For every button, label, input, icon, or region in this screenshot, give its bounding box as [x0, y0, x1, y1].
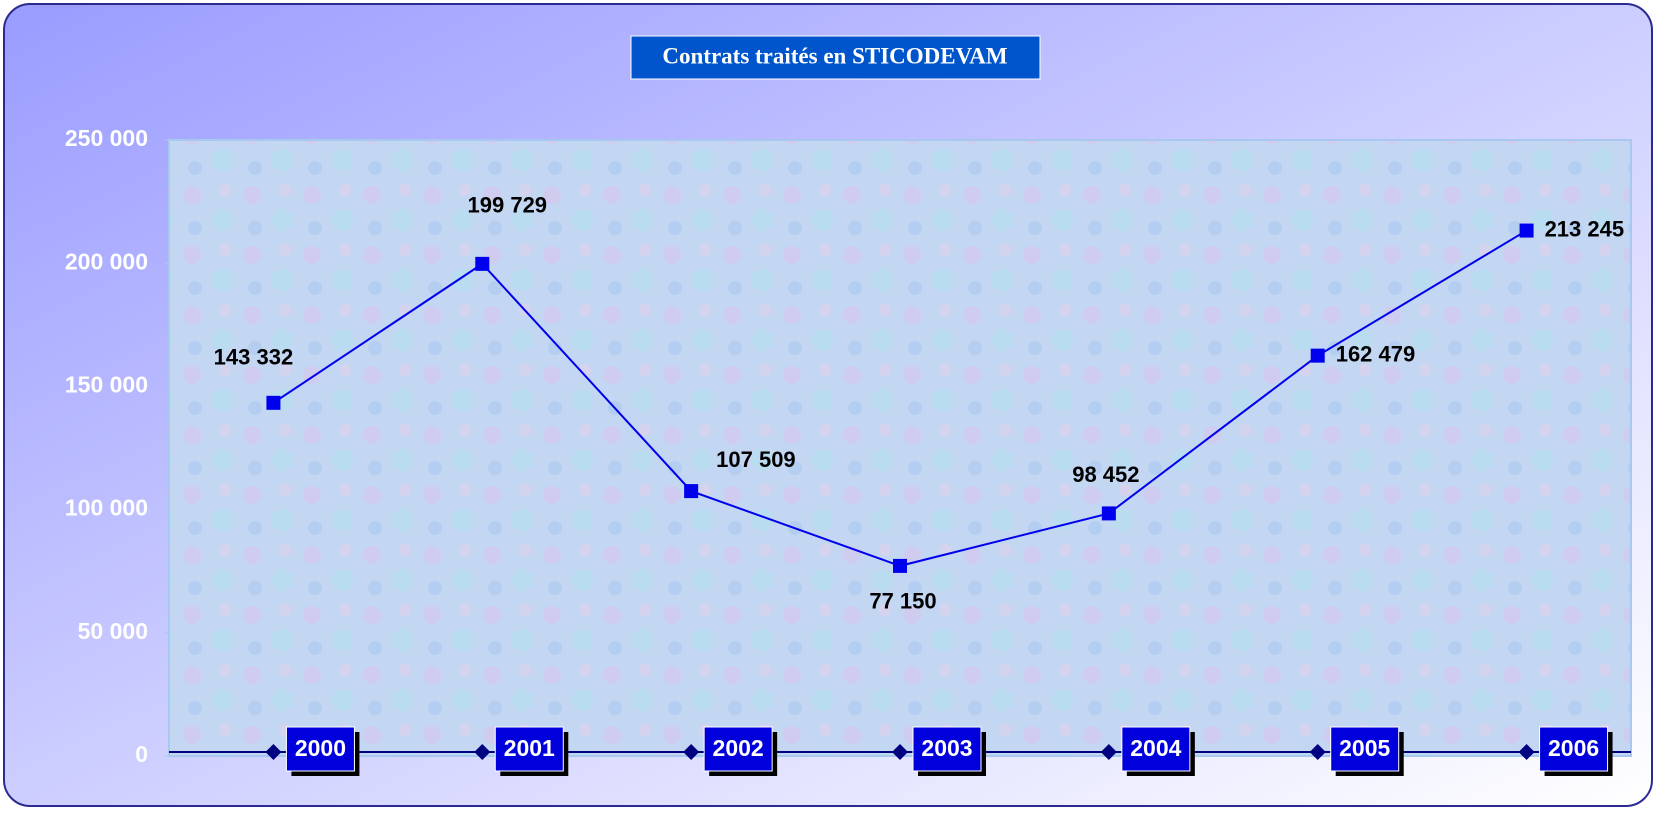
axis-diamond — [265, 744, 282, 760]
y-tick-label: 150 000 — [65, 371, 148, 397]
axis-diamond — [474, 744, 491, 760]
value-label: 98 452 — [1072, 462, 1139, 487]
value-label: 107 509 — [716, 447, 796, 472]
category-box — [285, 726, 355, 772]
value-label: 162 479 — [1336, 341, 1416, 366]
category-box — [1330, 726, 1400, 772]
axis-diamond — [892, 744, 908, 760]
value-label: 199 729 — [468, 193, 548, 218]
x-tick-label: 2004 — [1130, 735, 1181, 761]
y-tick-label: 100 000 — [65, 495, 148, 521]
axis-diamond — [1309, 744, 1326, 760]
point — [893, 558, 907, 573]
value-label: 213 245 — [1545, 216, 1625, 241]
category-box — [1121, 726, 1191, 772]
title-box — [630, 35, 1041, 80]
y-tick-label: 0 — [135, 741, 148, 767]
y-tick-label: 250 000 — [65, 125, 148, 151]
x-tick-label: 2002 — [713, 735, 764, 761]
y-tick-label: 200 000 — [65, 248, 148, 274]
point — [1310, 348, 1325, 363]
axis-diamond — [1518, 744, 1535, 760]
point — [475, 256, 490, 271]
axis-diamond — [683, 744, 700, 760]
chart-title: Contrats traités en STICODEVAM — [662, 43, 1007, 68]
x-tick-label: 2000 — [295, 735, 346, 761]
category-box — [494, 726, 564, 772]
plot-area — [168, 139, 1632, 757]
value-label: 77 150 — [869, 589, 936, 614]
x-tick-label: 2003 — [921, 735, 972, 761]
x-tick-label: 2001 — [504, 735, 555, 761]
category-box — [912, 726, 982, 772]
category-box — [703, 726, 773, 772]
y-tick-label: 50 000 — [78, 618, 148, 644]
value-label: 143 332 — [214, 345, 294, 370]
point — [266, 395, 281, 410]
category-box — [1539, 726, 1609, 772]
point — [1519, 223, 1534, 238]
x-tick-label: 2006 — [1548, 735, 1599, 761]
x-tick-label: 2005 — [1339, 735, 1390, 761]
point — [684, 484, 699, 499]
point — [1101, 506, 1116, 521]
axis-diamond — [1100, 744, 1117, 760]
